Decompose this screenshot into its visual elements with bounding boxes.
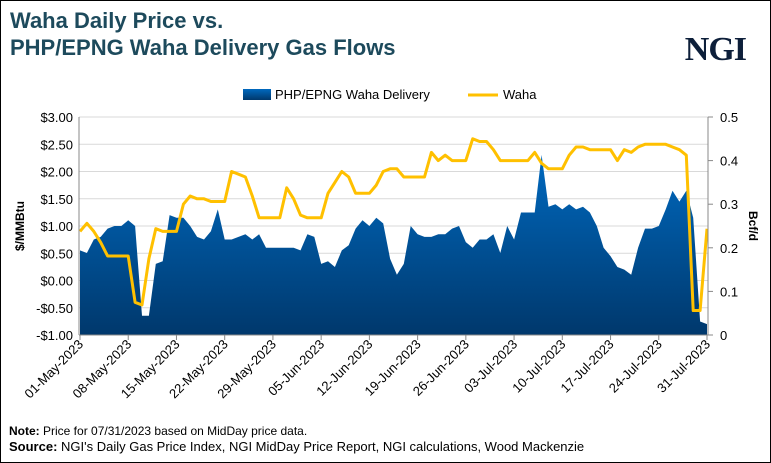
left-axis-label: $/MMBtu bbox=[13, 201, 27, 251]
left-tick-label: -$1.00 bbox=[36, 328, 73, 343]
title-line-1: Waha Daily Price vs. bbox=[10, 8, 224, 33]
right-tick-label: 0 bbox=[720, 328, 727, 343]
source-text: NGI's Daily Gas Price Index, NGI MidDay … bbox=[57, 439, 585, 454]
note-text: Price for 07/31/2023 based on MidDay pri… bbox=[39, 424, 308, 438]
right-tick-label: 0.1 bbox=[720, 284, 738, 299]
ngi-logo: NGI bbox=[684, 31, 747, 68]
left-tick-label: $1.50 bbox=[40, 192, 73, 207]
note-label: Note: bbox=[9, 424, 40, 438]
left-tick-label: $1.00 bbox=[40, 219, 73, 234]
legend: PHP/EPNG Waha Delivery Waha bbox=[243, 87, 537, 102]
source-label: Source: bbox=[9, 439, 58, 454]
chart-svg: $3.00 $2.50 $2.00 $1.50 $1.00 $0.50 $0.00 -$0.5… bbox=[13, 87, 760, 401]
left-tick-label: $2.00 bbox=[40, 165, 73, 180]
series-area-php-epng bbox=[80, 154, 707, 335]
right-tick-label: 0.3 bbox=[720, 197, 738, 212]
series-line-waha bbox=[78, 137, 709, 312]
right-tick-label: 0.5 bbox=[720, 110, 738, 125]
right-axis-label: Bcf/d bbox=[746, 211, 760, 241]
chart-note: Note: Price for 07/31/2023 based on MidD… bbox=[9, 424, 307, 438]
left-tick-label: -$0.50 bbox=[36, 301, 73, 316]
left-tick-label: $0.00 bbox=[40, 274, 73, 289]
right-tick-label: 0.2 bbox=[720, 241, 738, 256]
chart-title: Waha Daily Price vs. PHP/EPNG Waha Deliv… bbox=[10, 7, 396, 61]
legend-swatch-flow bbox=[243, 89, 271, 100]
legend-label-waha: Waha bbox=[503, 87, 537, 102]
right-tick-label: 0.4 bbox=[720, 154, 738, 169]
left-tick-label: $3.00 bbox=[40, 110, 73, 125]
legend-label-flow: PHP/EPNG Waha Delivery bbox=[275, 87, 430, 102]
left-tick-label: $0.50 bbox=[40, 246, 73, 261]
chart-source: Source: NGI's Daily Gas Price Index, NGI… bbox=[9, 439, 584, 454]
left-tick-label: $2.50 bbox=[40, 137, 73, 152]
title-line-2: PHP/EPNG Waha Delivery Gas Flows bbox=[10, 35, 396, 60]
